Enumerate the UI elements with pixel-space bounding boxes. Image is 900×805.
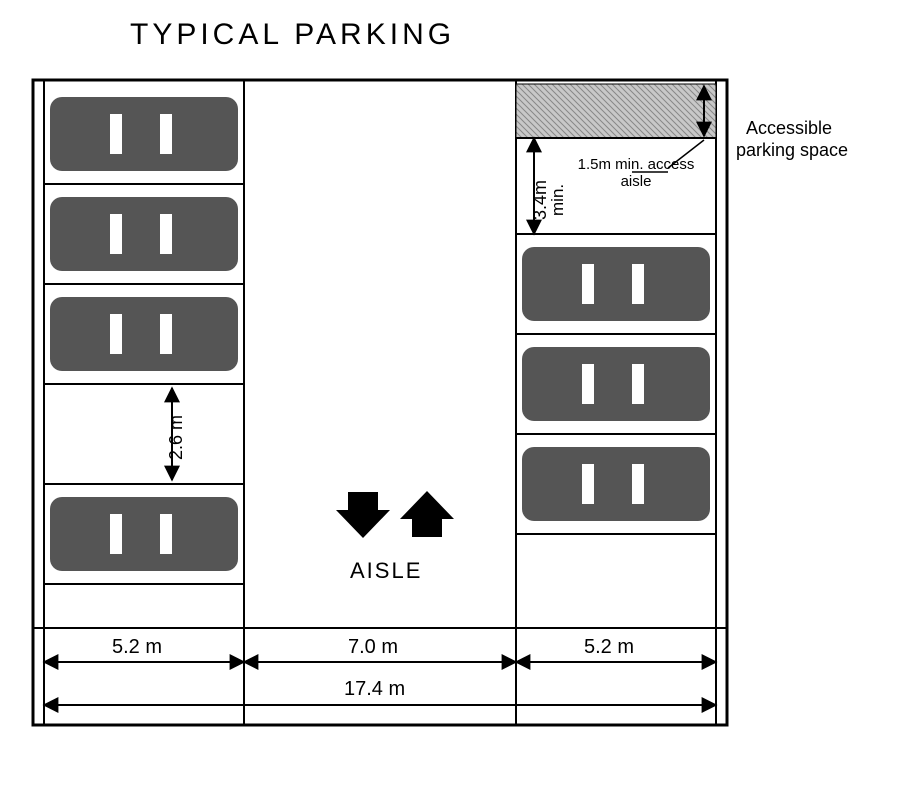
accessible-label-1: Accessible [746,118,832,139]
dim-label-total-174: 17.4 m [344,678,405,701]
car-icon [522,447,710,521]
dim-label-26m: 2.6 m [166,415,187,460]
car-icon [50,497,238,571]
access-aisle-text: 1.5m min. access aisle [576,156,696,190]
dim-label-right-52: 5.2 m [584,636,634,659]
traffic-arrow-up-icon [400,491,454,537]
car-icon [50,197,238,271]
accessible-space-hatched [516,84,716,138]
aisle-label: AISLE [350,558,422,584]
dim-label-left-52: 5.2 m [112,636,162,659]
dim-label-mid-70: 7.0 m [348,636,398,659]
traffic-arrow-down-icon [336,492,390,538]
car-icon [50,97,238,171]
car-icon [50,297,238,371]
accessible-label-2: parking space [736,140,848,161]
dim-label-34m-min: min. [548,184,568,216]
car-icon [522,347,710,421]
car-icon [522,247,710,321]
